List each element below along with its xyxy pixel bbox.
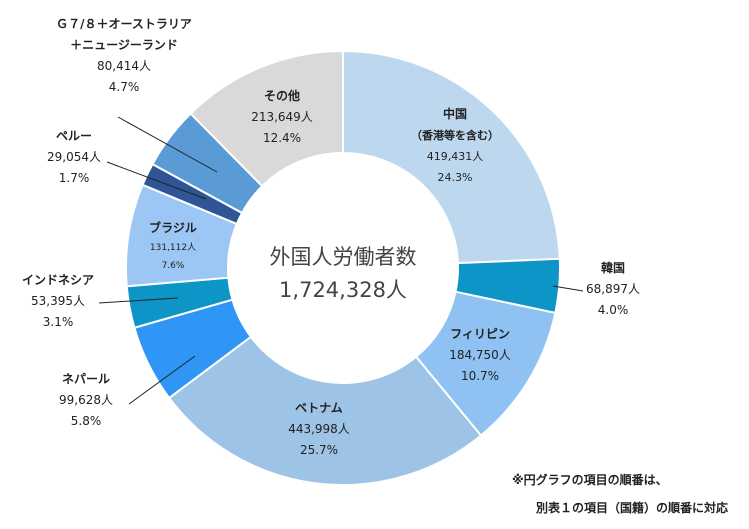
slice-labels: 中国 （香港等を含む） 419,431人 24.3% 韓国 68,897人 4.0% フィリピ… (22, 17, 640, 457)
center-title: 外国人労働者数 (270, 245, 417, 269)
slice-5-percent: 5.8% (71, 414, 102, 428)
slice-10 (189, 49, 344, 188)
note-line-2: 別表１の項目（国籍）の順番に対応 (536, 501, 729, 515)
leader-line-5 (128, 355, 196, 405)
slice-1-label: 中国 (443, 106, 467, 121)
slice-5-count: 99,628人 (59, 393, 113, 407)
slice-9-label: Ｇ７/８＋オーストラリア (56, 17, 192, 31)
slice-10-percent: 12.4% (263, 131, 301, 145)
leader-line-2 (552, 285, 584, 292)
slice-10-count: 213,649人 (251, 110, 313, 124)
slice-9-sublabel: ＋ニュージーランド (70, 38, 178, 52)
slice-8-percent: 1.7% (59, 171, 90, 185)
slice-4-percent: 25.7% (300, 443, 338, 457)
slice-8-label: ペルー (56, 129, 92, 143)
slice-1 (342, 49, 561, 265)
slice-6-label: インドネシア (22, 273, 94, 287)
slice-1-count: 419,431人 (427, 150, 484, 163)
donut-slices (125, 49, 561, 486)
slice-7-count: 131,112人 (150, 242, 196, 253)
slice-3-count: 184,750人 (449, 348, 511, 362)
center-total: 1,724,328人 (279, 278, 407, 302)
slice-7-label: ブラジル (149, 220, 197, 235)
slice-6-count: 53,395人 (31, 294, 85, 308)
slice-2-label: 韓国 (601, 260, 625, 275)
slice-9-percent: 4.7% (109, 80, 140, 94)
slice-4-count: 443,998人 (288, 422, 350, 436)
slice-1-sublabel: （香港等を含む） (411, 128, 499, 142)
slice-4 (167, 335, 483, 486)
slice-7-percent: 7.6% (162, 261, 185, 271)
leader-line-6 (98, 297, 179, 304)
slice-9-count: 80,414人 (97, 59, 151, 73)
slice-3-label: フィリピン (450, 327, 510, 341)
slice-5-label: ネパール (62, 372, 110, 386)
leader-line-8 (106, 161, 207, 200)
slice-6-percent: 3.1% (43, 315, 74, 329)
leader-lines (98, 116, 584, 405)
slice-1-percent: 24.3% (438, 171, 473, 184)
slice-3-percent: 10.7% (461, 369, 499, 383)
slice-2-percent: 4.0% (598, 303, 629, 317)
slice-10-label: その他 (264, 88, 300, 103)
slice-4-label: ベトナム (295, 401, 343, 415)
slice-8-count: 29,054人 (47, 150, 101, 164)
note-line-1: ※円グラフの項目の順番は、 (512, 473, 668, 487)
slice-2-count: 68,897人 (586, 282, 640, 296)
leader-line-9 (117, 116, 218, 173)
